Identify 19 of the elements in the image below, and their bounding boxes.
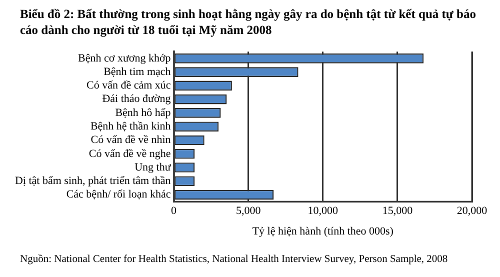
- x-tick-label: 20,000: [456, 205, 488, 218]
- x-tick-label: 15,000: [382, 205, 414, 218]
- x-tick-label: 0: [171, 205, 178, 218]
- y-tick-label: Bệnh cơ xương khớp: [78, 52, 172, 64]
- x-axis-title: Tỷ lệ hiện hành (tính theo 000s): [252, 225, 394, 238]
- text: Nguồn: National Center for Health Statistics, National Health Interview Survey, Person Sample, 2008: [20, 254, 449, 265]
- y-tick-label: Dị tật bẩm sinh, phát triển tâm thần: [14, 175, 172, 188]
- y-tick-label: Có vấn đề về nhìn: [90, 134, 172, 146]
- y-tick-label: Đái tháo đường: [102, 93, 172, 106]
- y-tick-label: Bệnh hệ thần kinh: [90, 120, 172, 132]
- x-tick-label: 10,000: [308, 205, 339, 218]
- y-tick-label: Ung thư: [134, 161, 172, 174]
- chart-title: Biểu đồ 2: Bất thường trong sinh hoạt hằng ngày gây ra do bệnh tật từ kết quả tự báo cáo dành cho người từ 18 tuổi tại Mỹ năm 2008: [20, 6, 478, 38]
- y-tick-label: Bệnh hô hấp: [115, 106, 172, 119]
- x-tick-label: 5,000: [236, 205, 262, 218]
- y-tick-label: Có vấn đề về nghe: [88, 148, 171, 160]
- y-tick-label: Có vấn đề cảm xúc: [86, 80, 171, 92]
- y-tick-label: Bệnh tim mạch: [104, 66, 172, 78]
- y-tick-label: Các bệnh/ rối loạn khác: [66, 188, 171, 201]
